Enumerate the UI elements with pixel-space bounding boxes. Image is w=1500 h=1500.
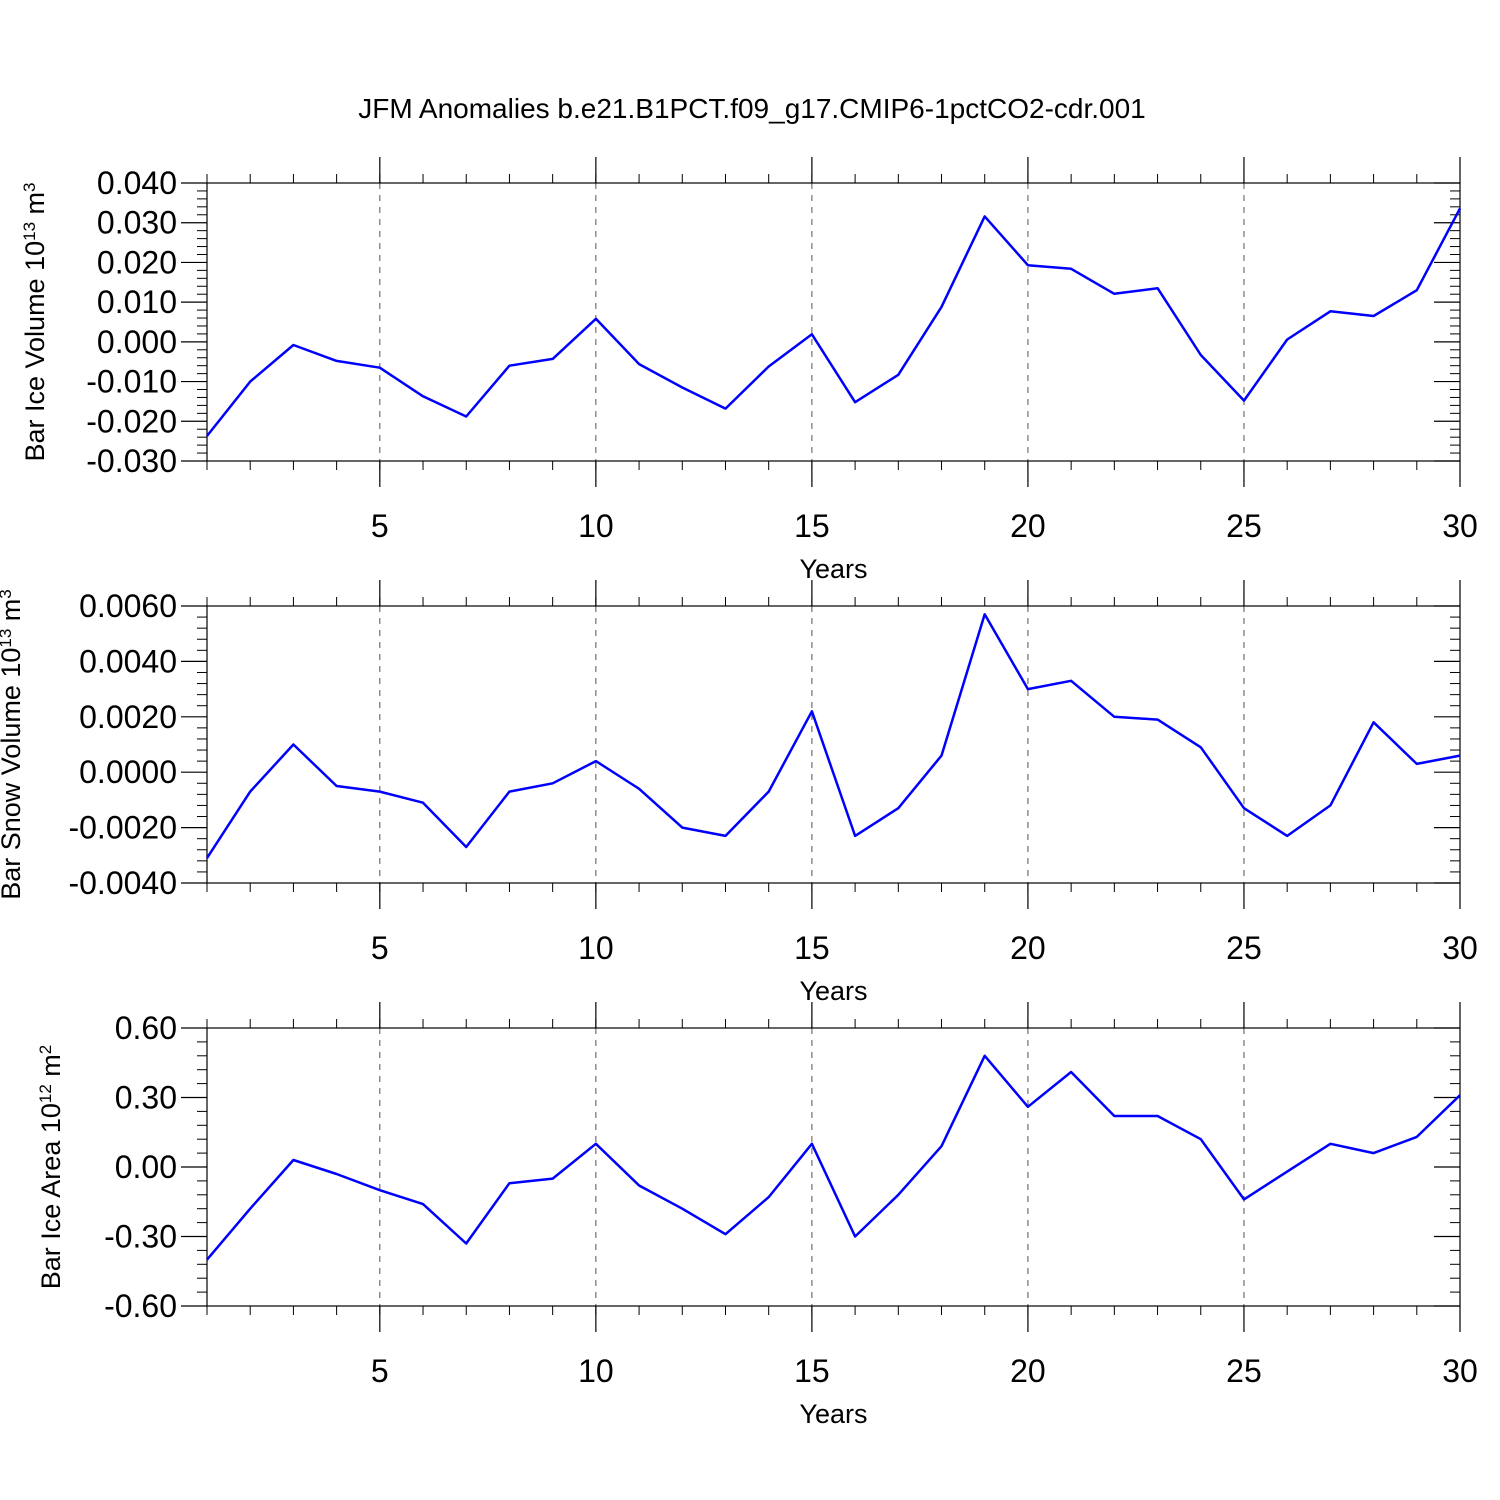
y-tick-label: 0.0060 xyxy=(79,588,177,624)
y-axis-title-superscript: 13 xyxy=(20,222,39,241)
x-tick-label: 10 xyxy=(578,1353,614,1389)
y-axis-title-superscript: 3 xyxy=(0,589,15,598)
y-tick-label: -0.010 xyxy=(86,364,177,400)
x-axis-title: Years xyxy=(799,1399,867,1429)
chart-panels: 5 10 15 20 25 30-0.030-0.020-0.0100.0000.0100… xyxy=(0,157,1478,1429)
y-tick-label: 0.030 xyxy=(97,205,177,241)
x-tick-label: 5 xyxy=(371,508,389,544)
y-tick-label: -0.30 xyxy=(104,1219,177,1255)
y-tick-label: 0.60 xyxy=(115,1010,177,1046)
x-tick-label: 15 xyxy=(794,1353,830,1389)
y-tick-label: 0.020 xyxy=(97,244,177,280)
y-axis-title-superscript: 12 xyxy=(36,1084,55,1103)
x-tick-label: 20 xyxy=(1010,1353,1046,1389)
y-tick-label: -0.030 xyxy=(86,443,177,479)
plot-frame xyxy=(206,182,1461,462)
y-tick-label: 0.0040 xyxy=(79,643,177,679)
y-axis-title-part: Bar Ice Area 10 xyxy=(36,1103,66,1289)
chart-panel-2: 5 10 15 20 25 30 -0.0040 -0.0020 0.0000 0.0020 0.0… xyxy=(0,580,1478,1006)
x-tick-label: 30 xyxy=(1442,508,1478,544)
y-tick-label: 0.010 xyxy=(97,284,177,320)
y-tick-label: 0.040 xyxy=(97,165,177,201)
y-axis-title-part: m xyxy=(0,599,26,629)
x-tick-label: 25 xyxy=(1226,930,1262,966)
x-tick-label: 10 xyxy=(578,930,614,966)
x-tick-label: 15 xyxy=(794,508,830,544)
x-tick-label: 25 xyxy=(1226,1353,1262,1389)
y-tick-label: -0.020 xyxy=(86,403,177,439)
y-axis-title-part: Bar Ice Volume 10 xyxy=(20,241,50,462)
chart-panel-3: 5 10 15 20 25 30 -0.60 -0.30 0.00 0.30 0.60 Years Ba… xyxy=(36,1002,1478,1429)
y-axis-title-part: Bar Snow Volume 10 xyxy=(0,648,26,900)
data-series-line xyxy=(206,207,1462,437)
y-axis-title-superscript: 2 xyxy=(36,1045,55,1054)
y-tick-label: 0.30 xyxy=(115,1080,177,1116)
y-axis-title: Bar Snow Volume 1013 m3 xyxy=(0,589,26,900)
y-tick-label: 0.00 xyxy=(115,1149,177,1185)
figure-title: JFM Anomalies b.e21.B1PCT.f09_g17.CMIP6-… xyxy=(358,93,1146,124)
y-axis-title: Bar Ice Area 1012 m2 xyxy=(36,1045,67,1290)
y-axis-title-superscript: 13 xyxy=(0,629,15,648)
y-axis-title-superscript: 3 xyxy=(20,182,39,191)
x-tick-label: 30 xyxy=(1442,930,1478,966)
y-axis-title: Bar Ice Volume 1013 m3 xyxy=(20,182,51,461)
y-tick-label: -0.0020 xyxy=(68,810,177,846)
x-tick-label: 20 xyxy=(1010,508,1046,544)
chart-panel-1: 5 10 15 20 25 30 -0.030 -0.020-0.010 0.000 0.010 0… xyxy=(20,157,1478,584)
x-tick-label: 20 xyxy=(1010,930,1046,966)
data-series-line xyxy=(205,613,1461,859)
plot-frame xyxy=(206,605,1461,884)
y-tick-label: 0.000 xyxy=(97,324,177,360)
data-series-line xyxy=(206,1054,1461,1261)
y-tick-label: 0.0000 xyxy=(79,754,177,790)
y-tick-label: 0.0020 xyxy=(79,699,177,735)
x-tick-label: 5 xyxy=(371,930,389,966)
x-axis-title: Years xyxy=(799,976,867,1006)
x-tick-label: 30 xyxy=(1442,1353,1478,1389)
plot-frame xyxy=(206,1027,1461,1307)
y-axis-title-part: m xyxy=(36,1054,66,1084)
x-tick-label: 15 xyxy=(794,930,830,966)
x-tick-label: 5 xyxy=(371,1353,389,1389)
x-tick-label: 25 xyxy=(1226,508,1262,544)
x-axis-title: Years xyxy=(799,554,867,584)
x-tick-label: 10 xyxy=(578,508,614,544)
y-tick-label: -0.0040 xyxy=(68,865,177,901)
y-tick-label: -0.60 xyxy=(104,1288,177,1324)
y-axis-title-part: m xyxy=(20,192,50,222)
